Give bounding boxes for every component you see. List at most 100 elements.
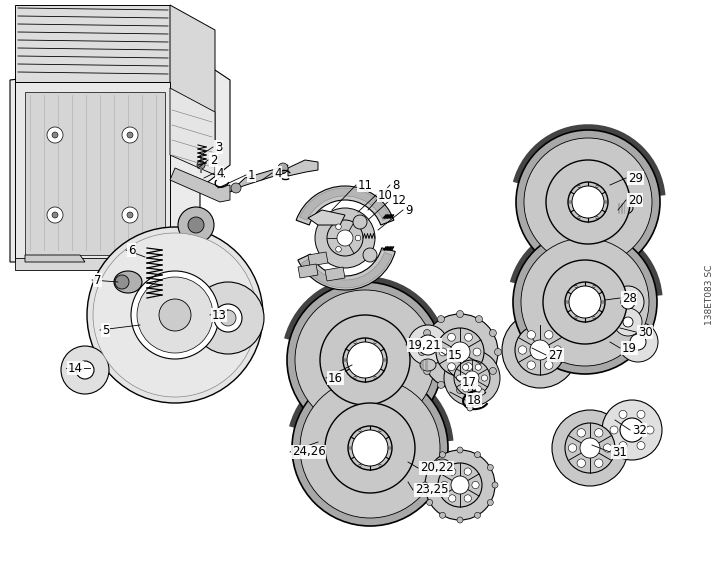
Circle shape	[188, 217, 204, 233]
Circle shape	[473, 348, 481, 356]
Text: 10: 10	[378, 189, 393, 202]
Circle shape	[427, 499, 433, 506]
Circle shape	[292, 370, 448, 526]
Circle shape	[475, 386, 482, 392]
Text: 138ET083 SC: 138ET083 SC	[706, 265, 714, 325]
Circle shape	[47, 207, 63, 223]
Circle shape	[418, 349, 426, 356]
Circle shape	[355, 235, 361, 241]
Circle shape	[575, 316, 577, 319]
Circle shape	[593, 285, 595, 288]
Circle shape	[451, 476, 469, 494]
Circle shape	[93, 233, 257, 397]
Circle shape	[300, 378, 440, 518]
Circle shape	[618, 322, 658, 362]
Circle shape	[363, 248, 377, 262]
Circle shape	[637, 442, 645, 450]
Circle shape	[474, 452, 480, 457]
Circle shape	[76, 361, 94, 379]
Circle shape	[354, 342, 356, 344]
Circle shape	[610, 426, 618, 434]
Text: 15: 15	[448, 349, 463, 362]
Circle shape	[619, 410, 627, 419]
Polygon shape	[308, 210, 345, 225]
Text: 20,22: 20,22	[420, 462, 454, 475]
Circle shape	[438, 316, 444, 323]
Circle shape	[614, 308, 642, 336]
Circle shape	[127, 132, 133, 138]
Circle shape	[444, 350, 500, 406]
Circle shape	[315, 208, 375, 268]
Circle shape	[348, 426, 392, 470]
Polygon shape	[325, 267, 345, 281]
Circle shape	[214, 304, 242, 332]
Circle shape	[439, 512, 446, 518]
Circle shape	[518, 346, 527, 354]
Text: 4: 4	[274, 166, 282, 179]
Circle shape	[575, 285, 577, 288]
Circle shape	[630, 334, 646, 350]
Circle shape	[527, 330, 536, 339]
Circle shape	[646, 426, 654, 434]
Polygon shape	[298, 264, 318, 278]
Circle shape	[543, 260, 627, 344]
Circle shape	[439, 452, 446, 457]
Ellipse shape	[617, 202, 633, 214]
Circle shape	[490, 329, 496, 336]
Ellipse shape	[434, 459, 450, 471]
Circle shape	[620, 418, 644, 442]
Circle shape	[502, 312, 578, 388]
Circle shape	[515, 325, 565, 375]
Text: 19: 19	[622, 342, 637, 355]
Circle shape	[472, 482, 479, 489]
Circle shape	[605, 201, 607, 203]
Circle shape	[569, 286, 601, 318]
Circle shape	[450, 342, 470, 362]
Circle shape	[359, 464, 361, 466]
Circle shape	[577, 459, 585, 467]
Text: 16: 16	[328, 372, 343, 385]
Circle shape	[87, 227, 263, 403]
Circle shape	[325, 403, 415, 493]
Circle shape	[448, 363, 456, 370]
Polygon shape	[25, 255, 85, 262]
Text: 20: 20	[628, 193, 643, 206]
Circle shape	[612, 286, 644, 318]
Circle shape	[578, 185, 580, 188]
Circle shape	[492, 482, 498, 488]
Circle shape	[457, 447, 463, 453]
Circle shape	[463, 386, 469, 392]
Circle shape	[231, 183, 241, 193]
Circle shape	[159, 299, 191, 331]
Circle shape	[467, 405, 473, 411]
Circle shape	[449, 468, 456, 475]
Circle shape	[439, 348, 447, 356]
Text: 18: 18	[467, 393, 482, 406]
Text: 1: 1	[248, 169, 256, 182]
Circle shape	[487, 465, 493, 470]
Text: 5: 5	[102, 323, 109, 336]
Text: 12: 12	[392, 193, 407, 206]
Circle shape	[422, 314, 498, 390]
Circle shape	[621, 295, 635, 309]
Circle shape	[464, 495, 472, 502]
Circle shape	[623, 317, 633, 327]
Circle shape	[482, 375, 487, 381]
Text: 23,25: 23,25	[415, 483, 449, 496]
Text: 4: 4	[216, 166, 223, 179]
Circle shape	[337, 230, 353, 246]
Circle shape	[220, 310, 236, 326]
Circle shape	[379, 464, 381, 466]
Text: 3: 3	[215, 141, 222, 153]
Circle shape	[546, 160, 630, 244]
Circle shape	[487, 499, 493, 506]
Circle shape	[278, 163, 288, 173]
Polygon shape	[10, 60, 230, 262]
Circle shape	[287, 282, 443, 438]
Text: 2: 2	[210, 153, 217, 166]
Text: 27: 27	[548, 349, 563, 362]
Circle shape	[566, 301, 568, 303]
Polygon shape	[25, 92, 165, 255]
Polygon shape	[230, 165, 288, 192]
Circle shape	[374, 376, 376, 379]
